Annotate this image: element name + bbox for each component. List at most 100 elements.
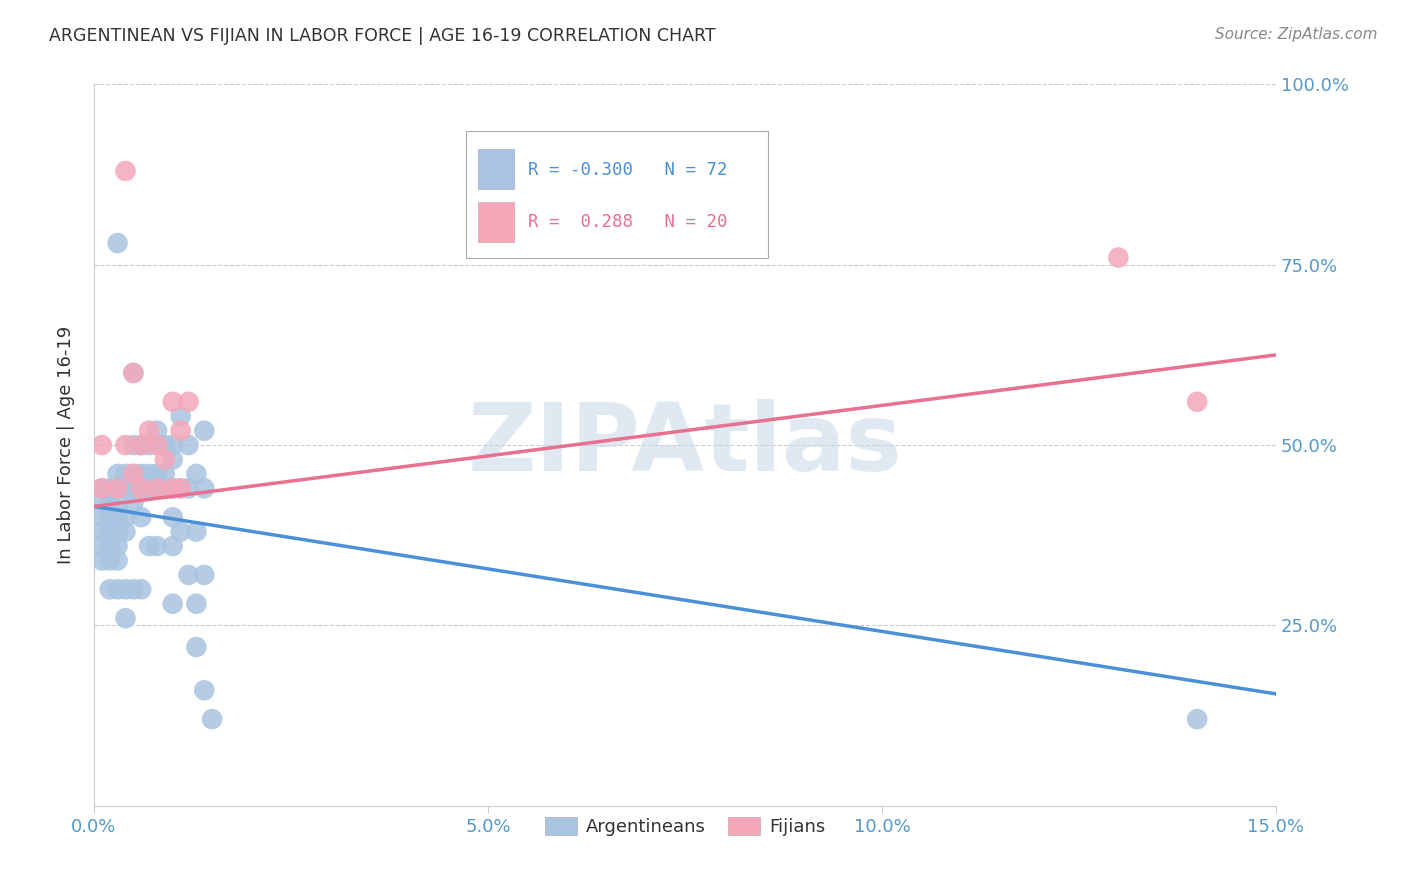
Fijians <box>138 424 160 438</box>
Argentineans <box>169 481 191 495</box>
Y-axis label: In Labor Force | Age 16-19: In Labor Force | Age 16-19 <box>58 326 75 565</box>
Argentineans <box>162 438 184 452</box>
Fijians <box>153 452 176 467</box>
Argentineans <box>114 467 136 481</box>
Argentineans <box>107 496 129 510</box>
Argentineans <box>193 481 215 495</box>
Text: Source: ZipAtlas.com: Source: ZipAtlas.com <box>1215 27 1378 42</box>
Argentineans <box>162 481 184 495</box>
FancyBboxPatch shape <box>478 202 513 242</box>
Argentineans <box>129 438 152 452</box>
Fijians <box>162 481 184 495</box>
Argentineans <box>1185 712 1208 726</box>
Fijians <box>114 438 136 452</box>
Argentineans <box>114 582 136 597</box>
Argentineans <box>107 481 129 495</box>
Argentineans <box>98 496 121 510</box>
Fijians <box>169 481 191 495</box>
Argentineans <box>129 467 152 481</box>
Argentineans <box>193 568 215 582</box>
Argentineans <box>98 510 121 524</box>
Argentineans <box>90 539 112 553</box>
Argentineans <box>169 524 191 539</box>
Argentineans <box>114 611 136 625</box>
Fijians <box>122 366 145 380</box>
Argentineans <box>114 481 136 495</box>
Argentineans <box>169 409 191 424</box>
Argentineans <box>177 568 200 582</box>
Argentineans <box>193 424 215 438</box>
Text: R =  0.288   N = 20: R = 0.288 N = 20 <box>527 213 727 231</box>
Fijians <box>122 467 145 481</box>
Argentineans <box>162 452 184 467</box>
FancyBboxPatch shape <box>478 149 513 189</box>
Fijians <box>90 481 112 495</box>
Argentineans <box>201 712 224 726</box>
Argentineans <box>98 553 121 567</box>
Fijians <box>146 481 169 495</box>
Argentineans <box>146 424 169 438</box>
Argentineans <box>186 640 208 654</box>
Text: ZIPAtlas: ZIPAtlas <box>468 399 903 491</box>
FancyBboxPatch shape <box>467 131 768 258</box>
Fijians <box>129 438 152 452</box>
Argentineans <box>98 582 121 597</box>
Argentineans <box>107 539 129 553</box>
Argentineans <box>90 510 112 524</box>
Argentineans <box>162 510 184 524</box>
Fijians <box>129 481 152 495</box>
Argentineans <box>107 582 129 597</box>
Argentineans <box>122 582 145 597</box>
Argentineans <box>107 236 129 251</box>
Fijians <box>146 438 169 452</box>
Argentineans <box>90 481 112 495</box>
Argentineans <box>107 467 129 481</box>
Argentineans <box>90 553 112 567</box>
Argentineans <box>122 496 145 510</box>
Argentineans <box>98 524 121 539</box>
Argentineans <box>177 481 200 495</box>
Argentineans <box>146 539 169 553</box>
Argentineans <box>186 597 208 611</box>
Argentineans <box>90 524 112 539</box>
Fijians <box>1185 394 1208 409</box>
Fijians <box>114 164 136 178</box>
Argentineans <box>122 481 145 495</box>
Fijians <box>169 424 191 438</box>
Argentineans <box>122 366 145 380</box>
Argentineans <box>107 524 129 539</box>
Fijians <box>107 481 129 495</box>
Argentineans <box>138 467 160 481</box>
Argentineans <box>90 496 112 510</box>
Argentineans <box>153 438 176 452</box>
Fijians <box>90 438 112 452</box>
Fijians <box>177 394 200 409</box>
Fijians <box>1107 251 1129 265</box>
Argentineans <box>98 481 121 495</box>
Fijians <box>162 394 184 409</box>
Text: R = -0.300   N = 72: R = -0.300 N = 72 <box>527 161 727 178</box>
Argentineans <box>146 467 169 481</box>
Argentineans <box>138 438 160 452</box>
Argentineans <box>114 524 136 539</box>
Argentineans <box>177 438 200 452</box>
Argentineans <box>107 510 129 524</box>
Legend: Argentineans, Fijians: Argentineans, Fijians <box>537 810 832 844</box>
Argentineans <box>122 438 145 452</box>
Argentineans <box>153 481 176 495</box>
Argentineans <box>122 467 145 481</box>
Argentineans <box>162 539 184 553</box>
Argentineans <box>186 524 208 539</box>
Argentineans <box>138 539 160 553</box>
Argentineans <box>153 467 176 481</box>
Argentineans <box>98 539 121 553</box>
Argentineans <box>138 481 160 495</box>
Argentineans <box>193 683 215 698</box>
Argentineans <box>129 510 152 524</box>
Argentineans <box>107 553 129 567</box>
Text: ARGENTINEAN VS FIJIAN IN LABOR FORCE | AGE 16-19 CORRELATION CHART: ARGENTINEAN VS FIJIAN IN LABOR FORCE | A… <box>49 27 716 45</box>
Argentineans <box>146 481 169 495</box>
Argentineans <box>114 510 136 524</box>
Argentineans <box>129 582 152 597</box>
Argentineans <box>162 597 184 611</box>
